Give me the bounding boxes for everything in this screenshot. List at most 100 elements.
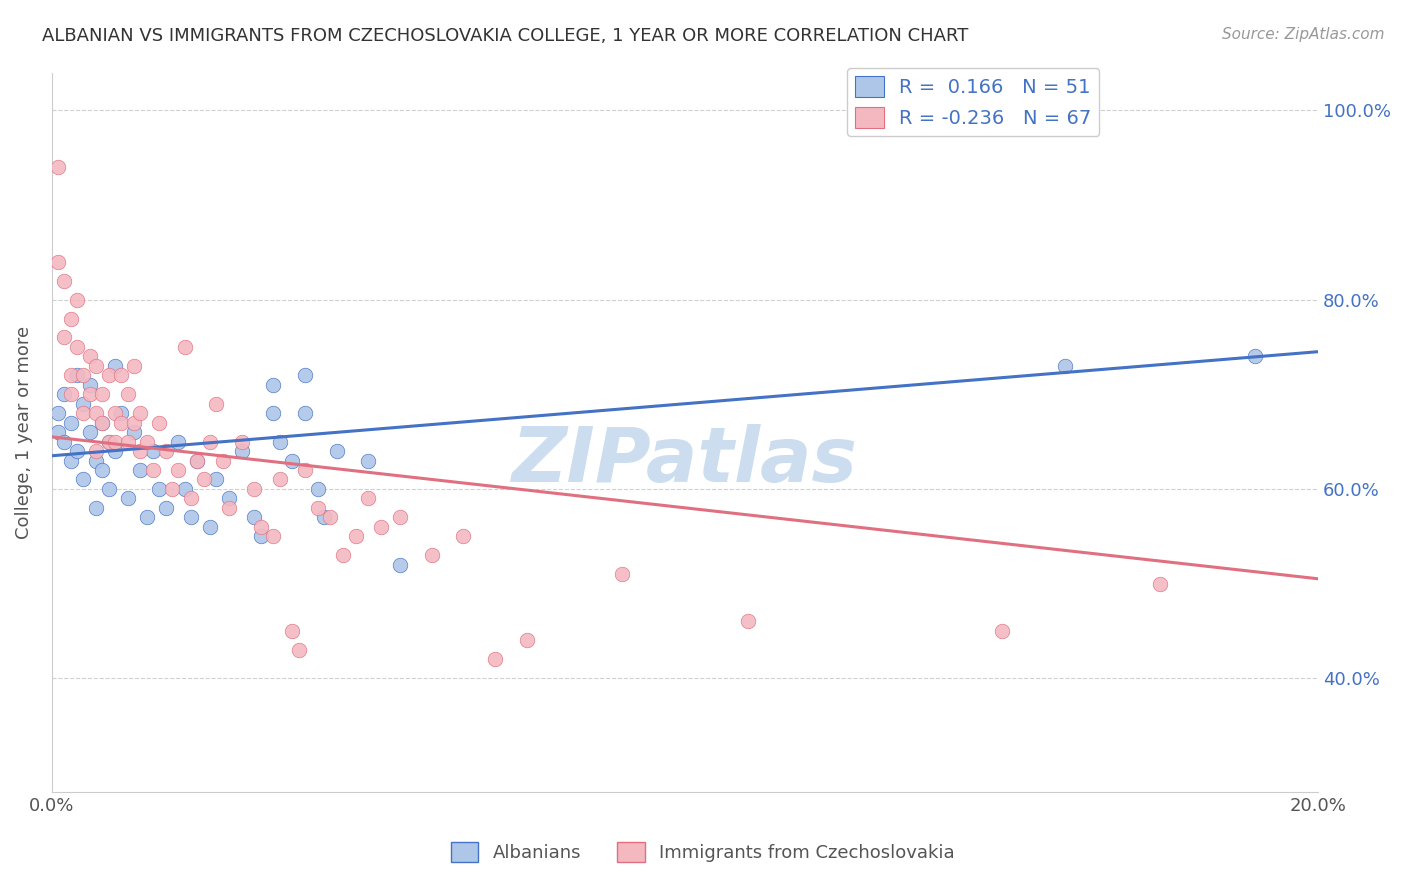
Point — [155, 500, 177, 515]
Point — [173, 340, 195, 354]
Point — [307, 500, 329, 515]
Legend: Albanians, Immigrants from Czechoslovakia: Albanians, Immigrants from Czechoslovaki… — [444, 835, 962, 870]
Point — [117, 491, 139, 506]
Point — [104, 406, 127, 420]
Point — [66, 444, 89, 458]
Point — [129, 463, 152, 477]
Point — [269, 434, 291, 449]
Point — [205, 397, 228, 411]
Point — [193, 472, 215, 486]
Point — [155, 444, 177, 458]
Point — [142, 444, 165, 458]
Point — [231, 444, 253, 458]
Point — [262, 377, 284, 392]
Point — [167, 434, 190, 449]
Point — [72, 406, 94, 420]
Point — [1243, 350, 1265, 364]
Point — [129, 406, 152, 420]
Point — [91, 463, 114, 477]
Point — [218, 500, 240, 515]
Point — [294, 406, 316, 420]
Point — [91, 387, 114, 401]
Point — [249, 529, 271, 543]
Point — [516, 633, 538, 648]
Point — [180, 491, 202, 506]
Point — [84, 444, 107, 458]
Point — [97, 434, 120, 449]
Point — [59, 368, 82, 383]
Point — [205, 472, 228, 486]
Point — [84, 359, 107, 373]
Point — [231, 434, 253, 449]
Point — [294, 463, 316, 477]
Point — [84, 500, 107, 515]
Point — [1053, 359, 1076, 373]
Point — [453, 529, 475, 543]
Point — [211, 453, 233, 467]
Point — [59, 311, 82, 326]
Point — [332, 548, 354, 562]
Point — [79, 377, 101, 392]
Point — [59, 387, 82, 401]
Text: Source: ZipAtlas.com: Source: ZipAtlas.com — [1222, 27, 1385, 42]
Point — [122, 416, 145, 430]
Point — [287, 642, 309, 657]
Point — [198, 520, 221, 534]
Point — [160, 482, 183, 496]
Y-axis label: College, 1 year or more: College, 1 year or more — [15, 326, 32, 539]
Point — [610, 567, 633, 582]
Point — [46, 406, 69, 420]
Point — [59, 416, 82, 430]
Point — [269, 472, 291, 486]
Point — [129, 444, 152, 458]
Point — [218, 491, 240, 506]
Point — [97, 434, 120, 449]
Point — [142, 463, 165, 477]
Point — [97, 482, 120, 496]
Point — [72, 397, 94, 411]
Point — [53, 330, 76, 344]
Point — [186, 453, 208, 467]
Point — [84, 406, 107, 420]
Point — [135, 434, 157, 449]
Legend: R =  0.166   N = 51, R = -0.236   N = 67: R = 0.166 N = 51, R = -0.236 N = 67 — [846, 68, 1099, 136]
Point — [281, 453, 304, 467]
Point — [110, 416, 132, 430]
Point — [148, 416, 170, 430]
Point — [59, 453, 82, 467]
Point — [484, 652, 506, 666]
Text: ZIPatlas: ZIPatlas — [512, 424, 858, 498]
Point — [1149, 576, 1171, 591]
Point — [110, 368, 132, 383]
Point — [79, 387, 101, 401]
Point — [294, 368, 316, 383]
Point — [122, 425, 145, 439]
Point — [104, 444, 127, 458]
Point — [325, 444, 347, 458]
Point — [66, 293, 89, 307]
Point — [307, 482, 329, 496]
Point — [173, 482, 195, 496]
Point — [117, 434, 139, 449]
Point — [117, 387, 139, 401]
Point — [243, 482, 266, 496]
Point — [990, 624, 1012, 638]
Point — [249, 520, 271, 534]
Point — [148, 482, 170, 496]
Point — [198, 434, 221, 449]
Point — [357, 453, 380, 467]
Point — [357, 491, 380, 506]
Point — [737, 615, 759, 629]
Point — [91, 416, 114, 430]
Point — [388, 510, 411, 524]
Point — [319, 510, 342, 524]
Point — [262, 406, 284, 420]
Point — [344, 529, 367, 543]
Point — [110, 406, 132, 420]
Point — [281, 624, 304, 638]
Point — [53, 434, 76, 449]
Point — [53, 387, 76, 401]
Point — [46, 254, 69, 268]
Point — [72, 368, 94, 383]
Point — [84, 453, 107, 467]
